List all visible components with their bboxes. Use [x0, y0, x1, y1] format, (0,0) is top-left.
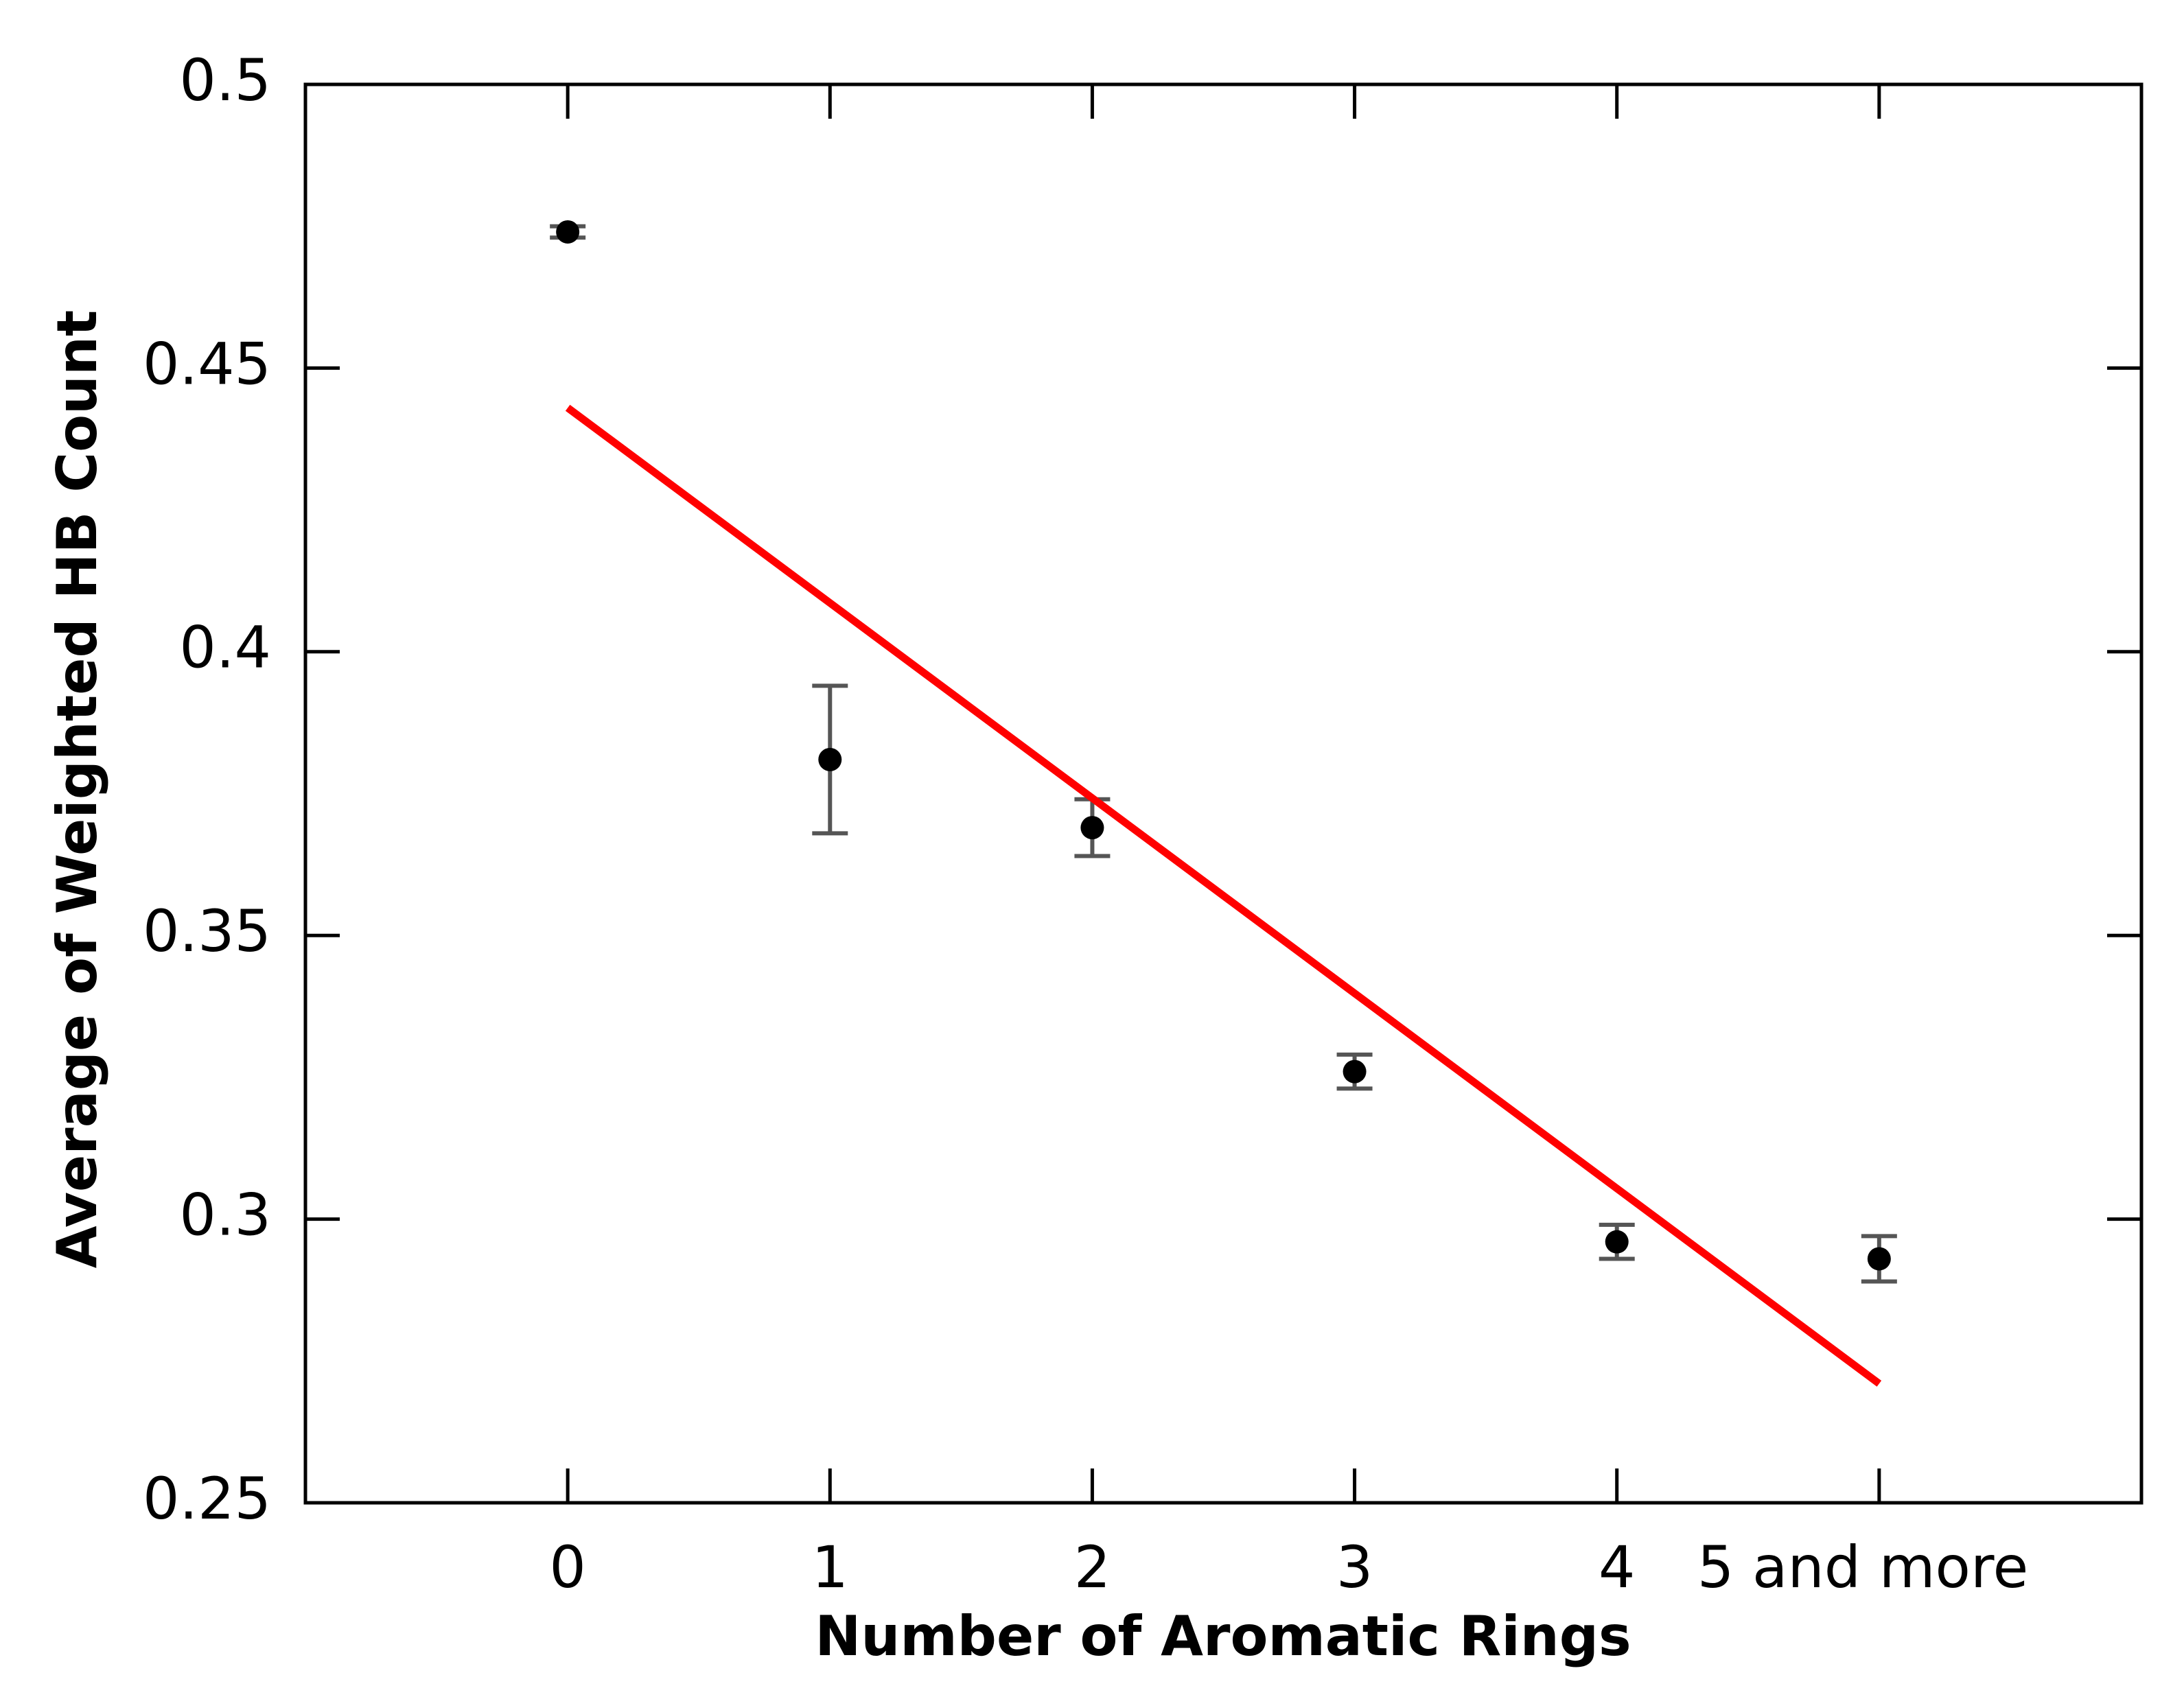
y-tick-label: 0.45	[143, 330, 271, 397]
plot-frame	[303, 82, 2144, 1505]
x-tick-label: 4	[1599, 1534, 1635, 1601]
data-point	[818, 747, 842, 771]
x-axis-title: Number of Aromatic Rings	[815, 1604, 1631, 1668]
y-tick-label: 0.3	[179, 1182, 271, 1249]
data-point	[556, 220, 580, 244]
data-point	[1343, 1059, 1367, 1084]
trend-line	[565, 404, 1882, 1387]
x-tick-label: 3	[1336, 1534, 1373, 1601]
y-axis-title: Average of Weighted HB Count	[45, 310, 109, 1268]
y-tick-label: 0.4	[179, 614, 271, 681]
x-tick-label: 2	[1074, 1534, 1111, 1601]
x-tick-label: 1	[812, 1534, 848, 1601]
y-tick-label: 0.5	[179, 47, 271, 114]
data-point	[1080, 816, 1104, 840]
data-point	[1605, 1230, 1629, 1254]
data-point	[1867, 1247, 1891, 1271]
y-tick-label: 0.35	[143, 898, 271, 965]
y-tick-label: 0.25	[143, 1465, 271, 1532]
x-tick-label: 5 and more	[1697, 1534, 2028, 1601]
x-tick-label: 0	[549, 1534, 585, 1601]
